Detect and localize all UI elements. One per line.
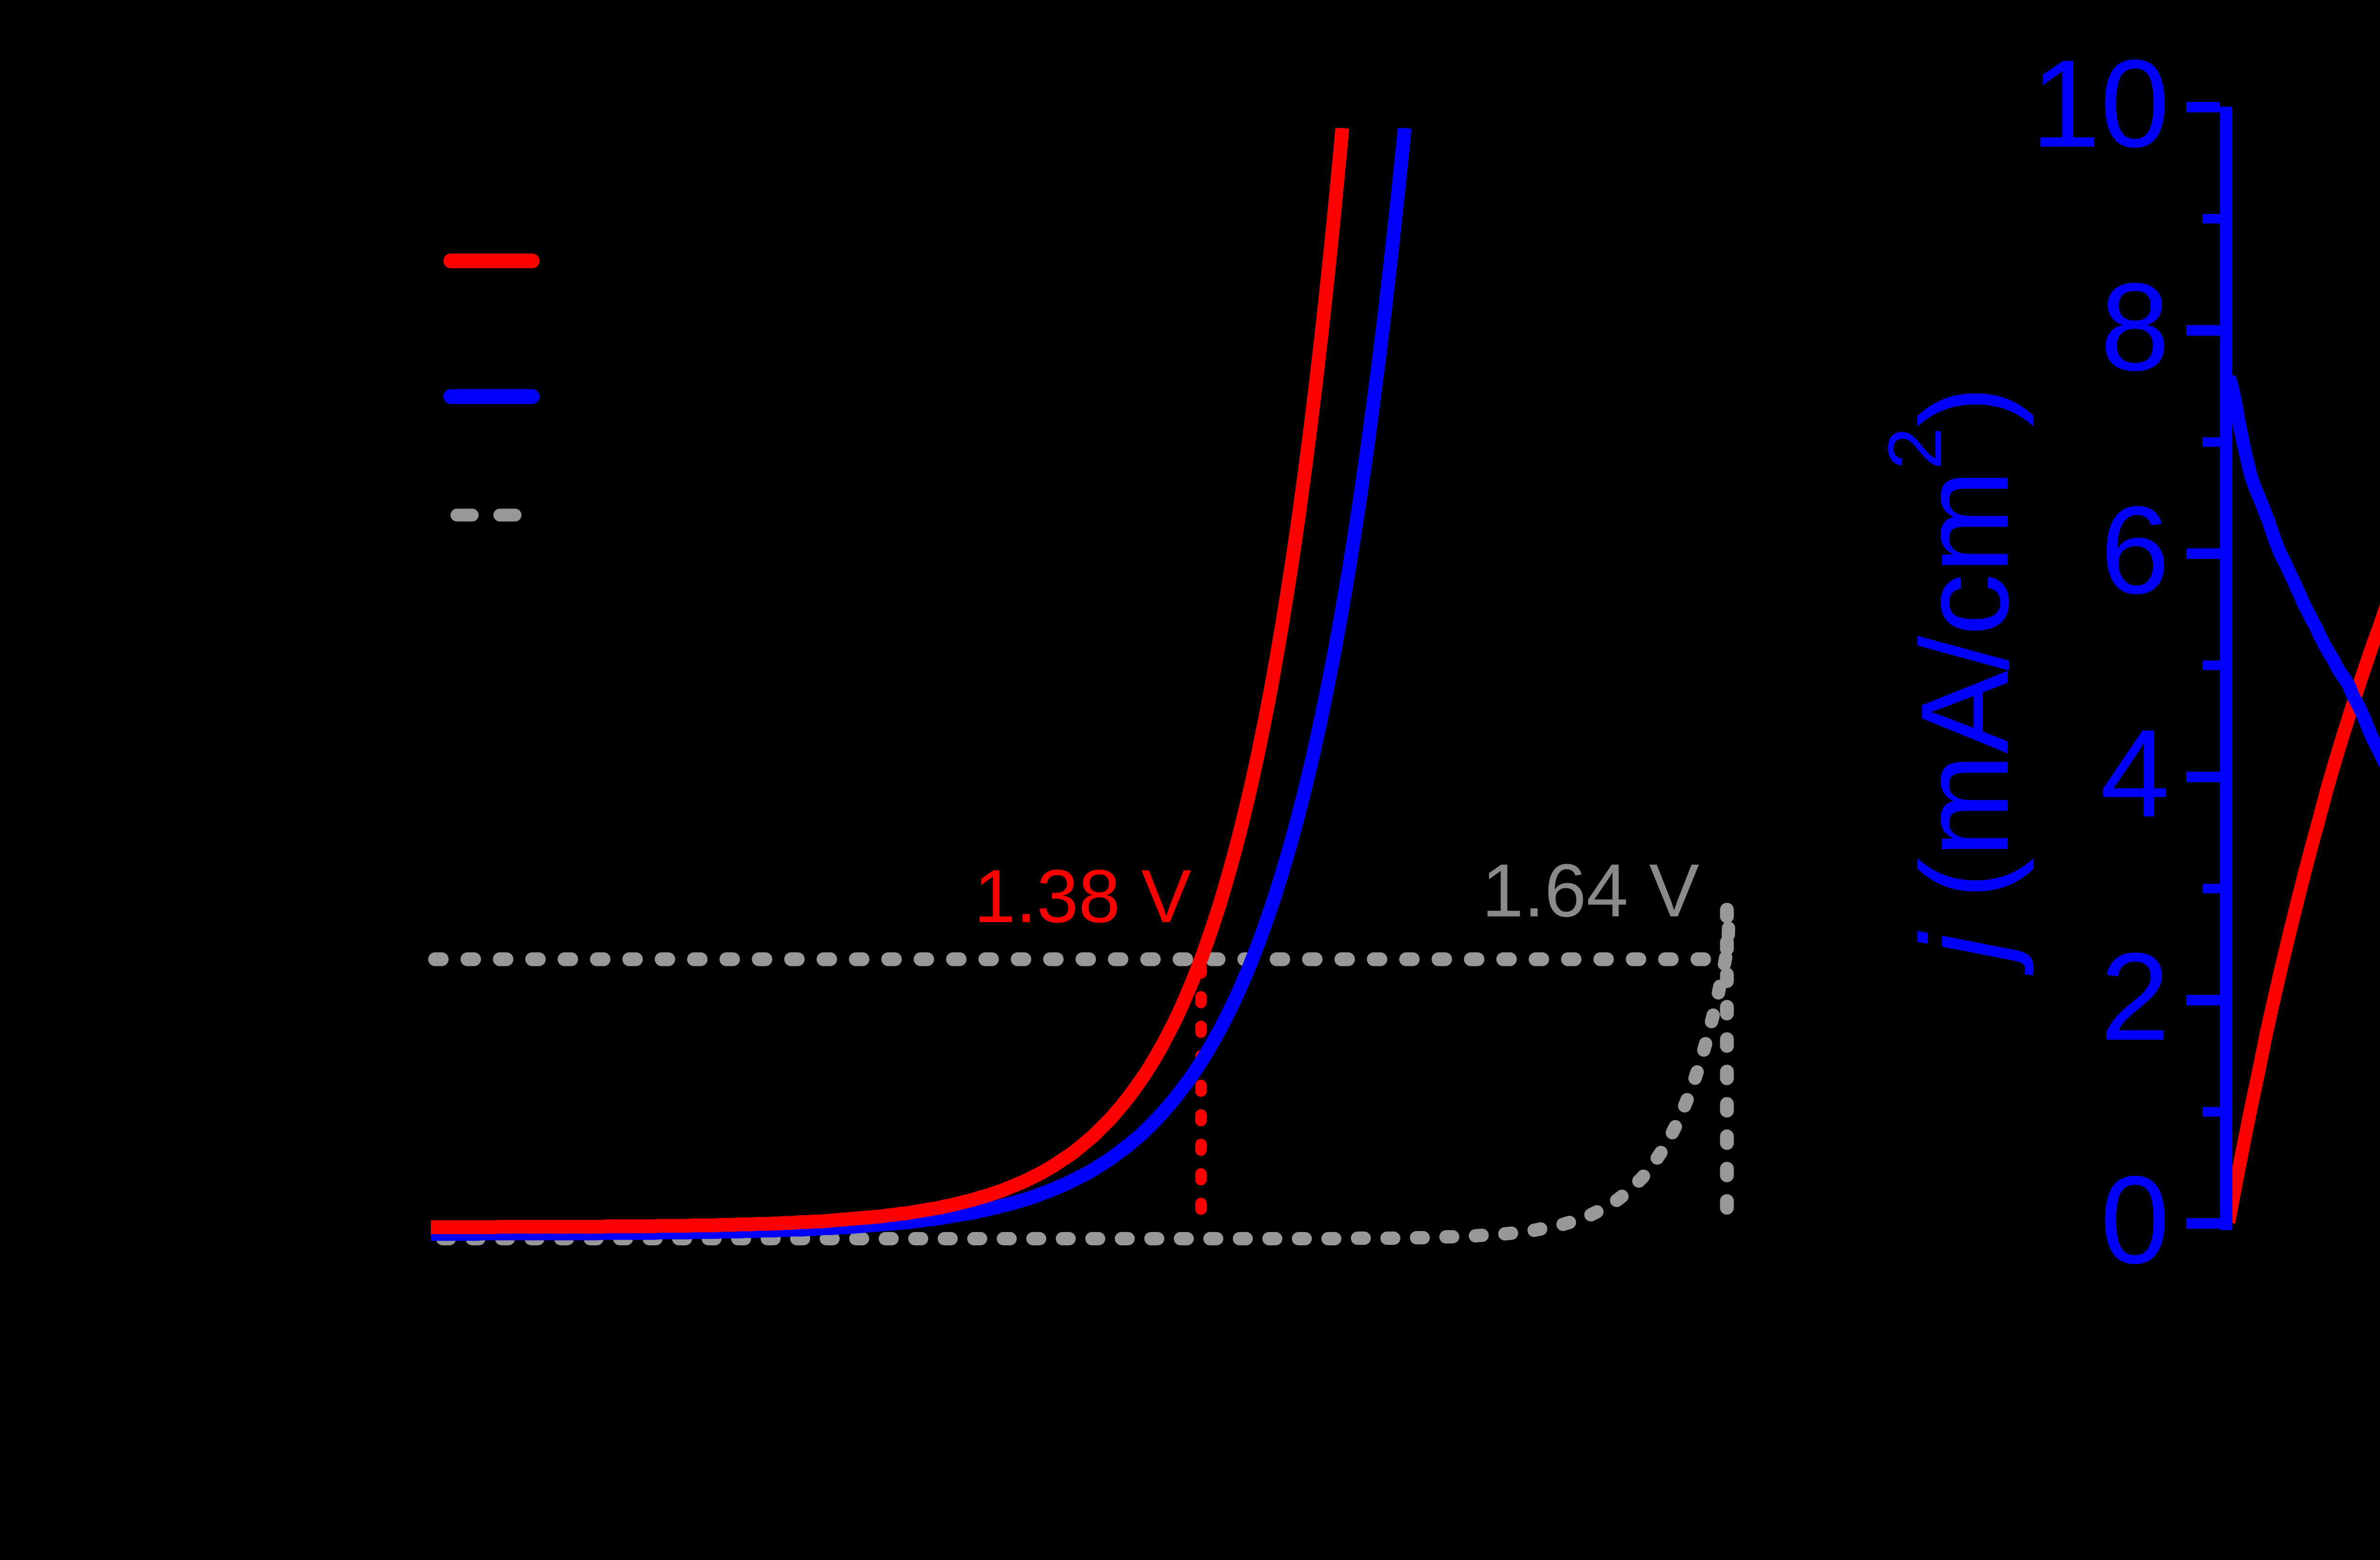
svg-text:1.64 V: 1.64 V xyxy=(1482,849,1699,933)
svg-text:4: 4 xyxy=(2100,704,2170,843)
svg-text:8: 8 xyxy=(2100,257,2170,397)
svg-text:1.38 V: 1.38 V xyxy=(974,855,1191,938)
svg-text:10: 10 xyxy=(2031,34,2170,173)
svg-text:6: 6 xyxy=(2100,480,2170,620)
svg-text:j (mA/cm2): j (mA/cm2) xyxy=(1872,386,2035,977)
svg-text:2: 2 xyxy=(2100,927,2170,1066)
svg-text:0: 0 xyxy=(2100,1150,2170,1290)
